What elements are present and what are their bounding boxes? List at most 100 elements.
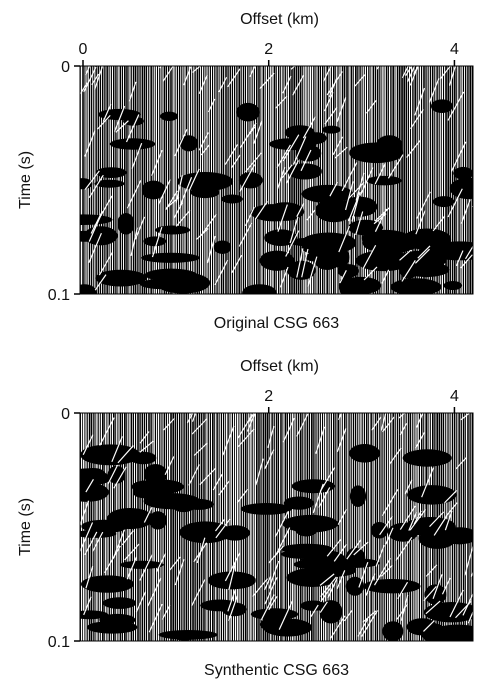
seismic-wiggle <box>362 244 377 270</box>
seismic-wiggle <box>84 170 100 190</box>
seismic-wiggle <box>425 600 441 615</box>
seismic-wiggle <box>174 128 188 157</box>
seismic-wiggle <box>397 66 399 67</box>
seismic-wiggle <box>215 518 231 539</box>
seismic-wiggle <box>268 560 280 589</box>
seismic-wiggle <box>155 553 167 573</box>
seismic-wiggle <box>224 144 239 165</box>
seismic-wiggle <box>264 449 275 470</box>
seismic-wiggle <box>445 502 458 517</box>
seismic-wiggle <box>432 215 446 232</box>
seismic-wiggle <box>174 559 185 586</box>
seismic-wiggle <box>228 561 237 591</box>
seismic-wiggle <box>310 604 319 617</box>
seismic-wiggle <box>354 74 366 87</box>
seismic-wiggle <box>276 166 286 190</box>
seismic-wiggle <box>83 66 97 93</box>
seismic-wiggle <box>449 589 464 618</box>
seismic-wiggle <box>282 417 295 443</box>
seismic-wiggle <box>130 227 138 257</box>
seismic-wiggle <box>285 160 299 184</box>
seismic-wiggle <box>421 467 435 498</box>
seismic-wiggle <box>399 505 416 530</box>
seismic-wiggle <box>191 579 206 607</box>
seismic-wiggle <box>218 76 228 93</box>
seismic-wiggle <box>186 413 194 424</box>
x-tick-label: 2 <box>264 388 273 405</box>
seismic-wiggle <box>214 519 225 532</box>
seismic-wiggle <box>276 144 291 169</box>
plot-frame <box>79 65 474 295</box>
seismic-wiggle <box>84 531 98 556</box>
seismic-wiggle <box>151 150 163 176</box>
seismic-wiggle <box>408 512 417 531</box>
seismic-wiggle <box>263 576 272 591</box>
seismic-wiggle <box>416 413 424 428</box>
seismic-wiggle <box>173 202 183 219</box>
seismic-wiggle <box>198 132 209 151</box>
seismic-wiggle <box>259 72 275 90</box>
seismic-wiggle <box>447 188 463 218</box>
seismic-wiggle <box>355 211 364 236</box>
seismic-wiggle <box>373 213 387 225</box>
seismic-wiggle <box>333 544 347 562</box>
seismic-wiggle <box>112 529 126 559</box>
seismic-wiggle <box>183 66 192 86</box>
y-axis-title: Time (s) <box>17 498 34 556</box>
seismic-wiggle <box>410 109 424 130</box>
y-tick-label: 0 <box>61 406 70 423</box>
seismic-wiggle <box>320 587 332 603</box>
seismic-wiggle <box>359 167 374 196</box>
seismic-wiggle <box>117 445 134 464</box>
seismic-wiggle <box>371 416 382 431</box>
seismic-events <box>80 444 473 641</box>
seismic-wiggle <box>126 180 142 209</box>
seismic-wiggle <box>327 576 339 599</box>
seismic-traces <box>80 66 473 294</box>
seismic-wiggle <box>282 134 300 162</box>
seismic-wiggle <box>464 545 473 576</box>
seismic-wiggle <box>139 554 153 581</box>
chart-title: Synthentic CSG 663 <box>204 662 349 679</box>
seismic-wiggle <box>285 230 300 257</box>
seismic-wiggle <box>339 270 347 284</box>
seismic-wiggle <box>206 235 216 264</box>
seismic-wiggle <box>292 74 305 96</box>
seismic-wiggle <box>414 432 425 449</box>
seismic-wiggle <box>358 562 369 588</box>
seismic-wiggle <box>231 254 243 273</box>
seismic-wiggle <box>344 181 354 211</box>
seismic-wiggle <box>315 426 326 454</box>
seismic-wiggle <box>404 479 413 495</box>
seismic-wiggle <box>338 413 342 421</box>
seismic-wiggle <box>425 564 438 577</box>
seismic-wiggle <box>88 174 104 198</box>
seismic-wiggle <box>134 216 146 240</box>
x-tick-label: 4 <box>450 388 459 405</box>
seismic-wiggle <box>193 442 208 456</box>
seismic-wiggle <box>169 556 181 571</box>
seismic-wiggle <box>191 413 197 422</box>
seismic-wiggle <box>179 177 193 207</box>
seismic-wiggle <box>416 191 431 219</box>
seismic-wiggle <box>300 149 312 172</box>
seismic-wiggle <box>407 66 416 82</box>
seismic-wiggle <box>238 222 253 247</box>
seismic-wiggle <box>237 414 253 439</box>
seismic-wiggle <box>277 204 288 232</box>
x-axis-title: Offset (km) <box>240 358 319 375</box>
seismic-wiggle <box>80 500 90 526</box>
seismic-wiggle <box>389 447 402 465</box>
seismic-wiggle <box>164 456 175 475</box>
seismic-wiggle <box>338 225 351 253</box>
seismic-wiggle <box>193 413 196 415</box>
seismic-wiggle <box>268 545 284 564</box>
seismic-wiggle <box>279 266 289 288</box>
seismic-wiggle <box>92 531 104 552</box>
seismic-wiggle <box>274 510 289 538</box>
seismic-panel <box>80 66 473 294</box>
seismic-wiggle <box>254 201 268 220</box>
seismic-wiggle <box>307 256 318 287</box>
seismic-wiggle <box>405 66 413 77</box>
